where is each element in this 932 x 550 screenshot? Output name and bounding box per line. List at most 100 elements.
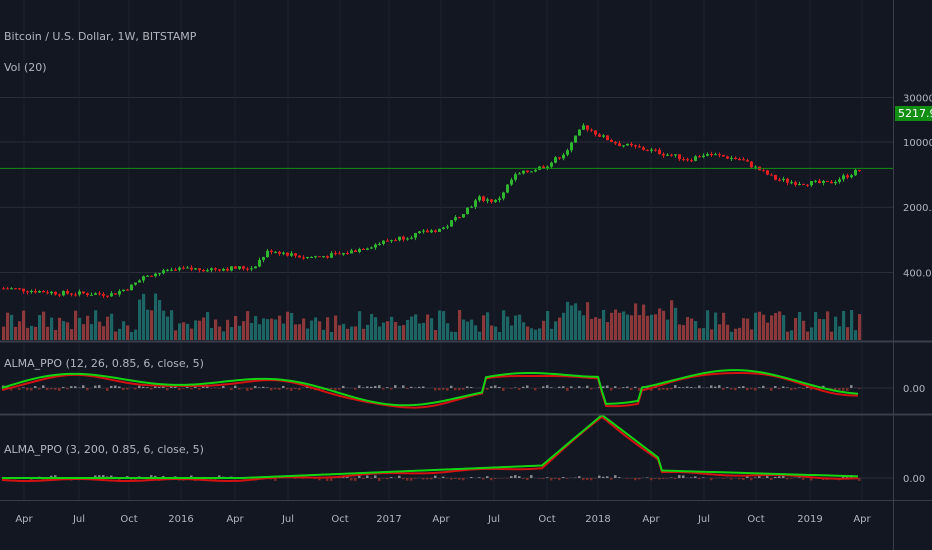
ppo2-title[interactable]: ALMA_PPO (3, 200, 0.85, 6, close, 5) — [4, 443, 204, 456]
candle-body — [374, 244, 377, 248]
ppo-histogram-bar — [274, 478, 277, 481]
volume-bar — [350, 326, 354, 340]
ppo-histogram-bar — [442, 476, 445, 478]
ppo-histogram-bar — [406, 388, 409, 390]
candle-body — [850, 175, 853, 178]
candle-body — [598, 134, 601, 137]
ppo-histogram-bar — [810, 388, 813, 390]
ppo-histogram-bar — [334, 388, 337, 391]
ppo-histogram-bar — [230, 388, 233, 391]
ppo-histogram-bar — [138, 385, 141, 388]
volume-bar — [454, 331, 458, 340]
ppo1-title[interactable]: ALMA_PPO (12, 26, 0.85, 6, close, 5) — [4, 357, 204, 370]
volume-bar — [490, 325, 494, 340]
ppo-histogram-bar — [734, 388, 737, 391]
volume-bar — [562, 312, 566, 340]
ppo-histogram-bar — [758, 475, 761, 478]
candle-body — [430, 230, 433, 233]
time-tick-label: 2019 — [797, 514, 822, 525]
candle-body — [810, 181, 813, 186]
ppo-histogram-bar — [190, 475, 193, 478]
volume-bar — [134, 329, 138, 340]
volume-bar — [542, 320, 546, 340]
volume-bar — [402, 324, 406, 340]
time-tick-label: Oct — [120, 514, 137, 525]
ppo-histogram-bar — [702, 477, 705, 478]
candle-body — [346, 253, 349, 255]
candle-body — [378, 243, 381, 245]
candle-body — [114, 293, 117, 295]
candle-body — [658, 149, 661, 155]
volume-bar — [462, 319, 466, 340]
candle-body — [158, 273, 161, 275]
candle-body — [310, 256, 313, 258]
ppo-histogram-bar — [366, 475, 369, 478]
price-axis[interactable]: 30000.00 10000.00 2000.00 400.00 — [903, 94, 932, 280]
ppo-histogram-bar — [166, 388, 169, 391]
volume-title[interactable]: Vol (20) — [4, 61, 47, 74]
candle-body — [706, 154, 709, 156]
ppo-histogram-bar — [410, 386, 413, 388]
volume-bar — [62, 321, 66, 340]
ppo-histogram-bar — [678, 387, 681, 388]
grid-lines — [0, 0, 893, 500]
ppo-histogram-bar — [638, 478, 641, 480]
candle-body — [446, 226, 449, 228]
volume-bar — [118, 328, 122, 340]
candle-body — [682, 159, 685, 161]
candle-body — [406, 238, 409, 240]
volume-bar — [178, 323, 182, 340]
ppo-histogram-bar — [774, 386, 777, 388]
volume-bar — [502, 310, 506, 340]
ppo-histogram-bar — [394, 385, 397, 388]
ppo-histogram-bar — [650, 388, 653, 391]
ppo-histogram-bar — [338, 388, 341, 390]
ppo-histogram-bar — [434, 475, 437, 478]
ppo-histogram-bar — [722, 388, 725, 390]
candle-body — [666, 154, 669, 156]
volume-bar — [538, 328, 542, 340]
candle-body — [90, 294, 93, 296]
candle-body — [86, 293, 89, 296]
candle-body — [150, 275, 153, 277]
candle-body — [702, 155, 705, 158]
ppo-histogram-bar — [662, 478, 665, 479]
candle-body — [262, 257, 265, 260]
ppo-histogram-bar — [670, 388, 673, 390]
candle-body — [586, 125, 589, 130]
ppo-histogram-bar — [262, 386, 265, 388]
candle-body — [258, 259, 261, 267]
ppo-histogram-bar — [418, 386, 421, 388]
time-tick-label: Apr — [642, 514, 660, 525]
ppo-histogram-bar — [38, 388, 41, 390]
volume-bar — [218, 326, 222, 340]
volume-bar — [810, 327, 814, 340]
candle-body — [746, 160, 749, 162]
ppo-histogram-bar — [158, 387, 161, 388]
volume-bar — [370, 314, 374, 340]
candle-body — [782, 178, 785, 180]
volume-bar — [858, 314, 862, 340]
ppo-histogram-bar — [94, 385, 97, 388]
symbol-title[interactable]: Bitcoin / U.S. Dollar, 1W, BITSTAMP — [4, 30, 197, 43]
candle-body — [826, 180, 829, 182]
ppo-histogram-bar — [254, 386, 257, 388]
candle-body — [590, 129, 593, 131]
ppo-histogram-bar — [70, 386, 73, 388]
time-tick-label: Jul — [72, 514, 85, 525]
volume-bar — [274, 319, 278, 340]
ppo-histogram-bar — [550, 478, 553, 481]
volume-bar — [190, 328, 194, 340]
volume-bar — [822, 319, 826, 340]
ppo-line — [2, 413, 859, 479]
volume-bar — [38, 314, 42, 340]
candle-body — [254, 266, 257, 269]
volume-bar — [258, 324, 262, 340]
volume-bar — [586, 302, 590, 340]
time-axis[interactable]: Apr Jul Oct 2016 Apr Jul Oct 2017 Apr Jul Oct 2018 A… — [15, 514, 871, 525]
ppo-histogram-bar — [270, 388, 273, 391]
volume-bar — [394, 322, 398, 340]
ppo-histogram-bar — [710, 385, 713, 388]
candle-body — [170, 269, 173, 271]
